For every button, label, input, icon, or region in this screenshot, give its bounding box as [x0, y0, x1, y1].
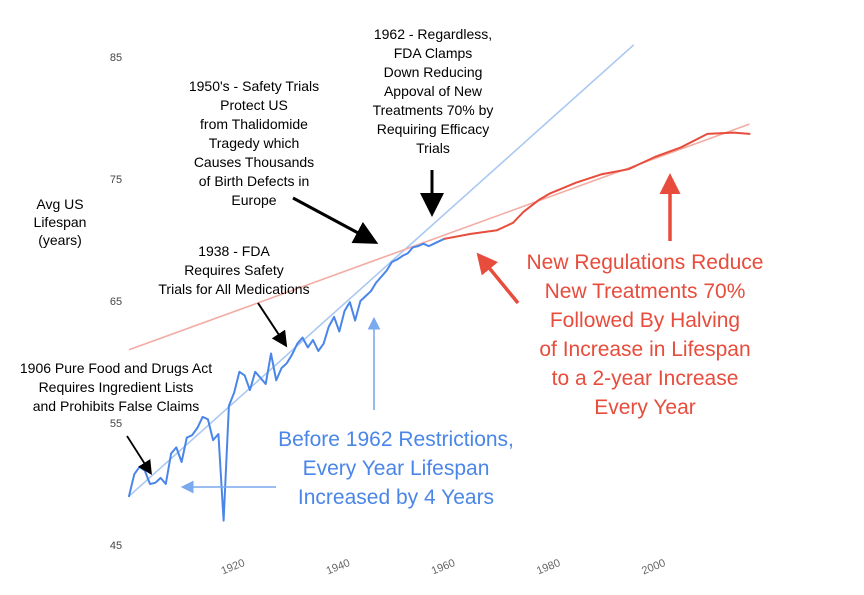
annotation-1962-line-1: 1962 - Regardless, — [374, 26, 492, 42]
series-lines — [128, 131, 751, 522]
trend-line-pre-1962 — [128, 44, 635, 497]
x-tick-label: 1940 — [325, 557, 352, 577]
annotation-1938-line-1: 1938 - FDA — [198, 243, 270, 259]
annotation-1950s-line-7: Europe — [231, 192, 276, 208]
annotation-1962-line-4: Appoval of New — [384, 83, 483, 99]
annotation-before-line-2: Every Year Lifespan — [303, 457, 490, 480]
y-axis-label-line-2: Lifespan — [34, 214, 87, 230]
annotation-1962-line-3: Down Reducing — [384, 64, 483, 80]
annotation-1938: 1938 - FDA Requires Safety Trials for Al… — [158, 243, 309, 297]
annotation-1950s-line-4: Tragedy which — [209, 135, 300, 151]
arrow-1950s — [292, 196, 379, 244]
y-tick-label: 45 — [110, 540, 122, 552]
y-axis-ticks: 45 55 65 75 85 — [110, 52, 122, 552]
annotation-1906-line-3: and Prohibits False Claims — [33, 398, 200, 414]
annotation-1962-line-2: FDA Clamps — [394, 45, 473, 61]
annotation-before-1962: Before 1962 Restrictions, Every Year Lif… — [278, 428, 514, 509]
annotation-new-regulations: New Regulations Reduce New Treatments 70… — [527, 251, 764, 419]
annotation-1950s-line-1: 1950's - Safety Trials — [189, 78, 319, 94]
series-line-pre-1962 — [128, 237, 446, 522]
annotation-1906-line-1: 1906 Pure Food and Drugs Act — [20, 360, 212, 376]
x-tick-label: 2000 — [640, 557, 667, 577]
arrow-1906 — [126, 435, 152, 476]
annotation-after-line-1: New Regulations Reduce — [527, 251, 764, 274]
annotation-1962-line-7: Trials — [416, 140, 450, 156]
annotation-after-line-6: Every Year — [594, 396, 696, 419]
y-tick-label: 85 — [110, 52, 122, 64]
annotation-before-line-3: Increased by 4 Years — [298, 486, 494, 509]
annotation-arrows — [126, 170, 681, 494]
series-line-post-1962 — [443, 131, 751, 240]
annotation-1906: 1906 Pure Food and Drugs Act Requires In… — [20, 360, 212, 414]
annotation-after-line-4: of Increase in Lifespan — [539, 338, 750, 361]
x-tick-label: 1920 — [219, 557, 246, 577]
x-tick-label: 1960 — [430, 557, 457, 577]
y-tick-label: 65 — [110, 296, 122, 308]
annotation-1906-line-2: Requires Ingredient Lists — [39, 379, 194, 395]
annotation-after-line-5: to a 2-year Increase — [552, 367, 739, 390]
annotation-1950s-line-5: Causes Thousands — [194, 154, 314, 170]
annotation-after-line-2: New Treatments 70% — [545, 280, 746, 303]
annotation-before-line-1: Before 1962 Restrictions, — [278, 428, 514, 451]
y-axis-label: Avg US Lifespan (years) — [34, 196, 87, 248]
arrow-1938 — [257, 302, 288, 348]
annotation-1962-line-6: Requiring Efficacy — [377, 121, 490, 137]
annotation-1938-line-2: Requires Safety — [184, 262, 284, 278]
arrow-after-diagonal — [476, 252, 520, 305]
x-tick-label: 1980 — [535, 557, 562, 577]
x-axis-ticks: 1920 1940 1960 1980 2000 — [219, 557, 667, 577]
y-tick-label: 75 — [110, 174, 122, 186]
y-axis-label-line-1: Avg US — [36, 196, 83, 212]
annotation-after-line-3: Followed By Halving — [550, 309, 740, 332]
annotation-1950s-line-3: from Thalidomide — [200, 116, 308, 132]
y-tick-label: 55 — [110, 418, 122, 430]
annotation-1950s-line-2: Protect US — [220, 97, 288, 113]
annotation-1950s-line-6: of Birth Defects in — [199, 173, 310, 189]
y-axis-label-line-3: (years) — [38, 232, 82, 248]
annotation-1962-line-5: Treatments 70% by — [373, 102, 494, 118]
annotation-1938-line-3: Trials for All Medications — [158, 281, 309, 297]
annotation-1950s: 1950's - Safety Trials Protect US from T… — [189, 78, 319, 208]
annotation-1962: 1962 - Regardless, FDA Clamps Down Reduc… — [373, 26, 494, 156]
